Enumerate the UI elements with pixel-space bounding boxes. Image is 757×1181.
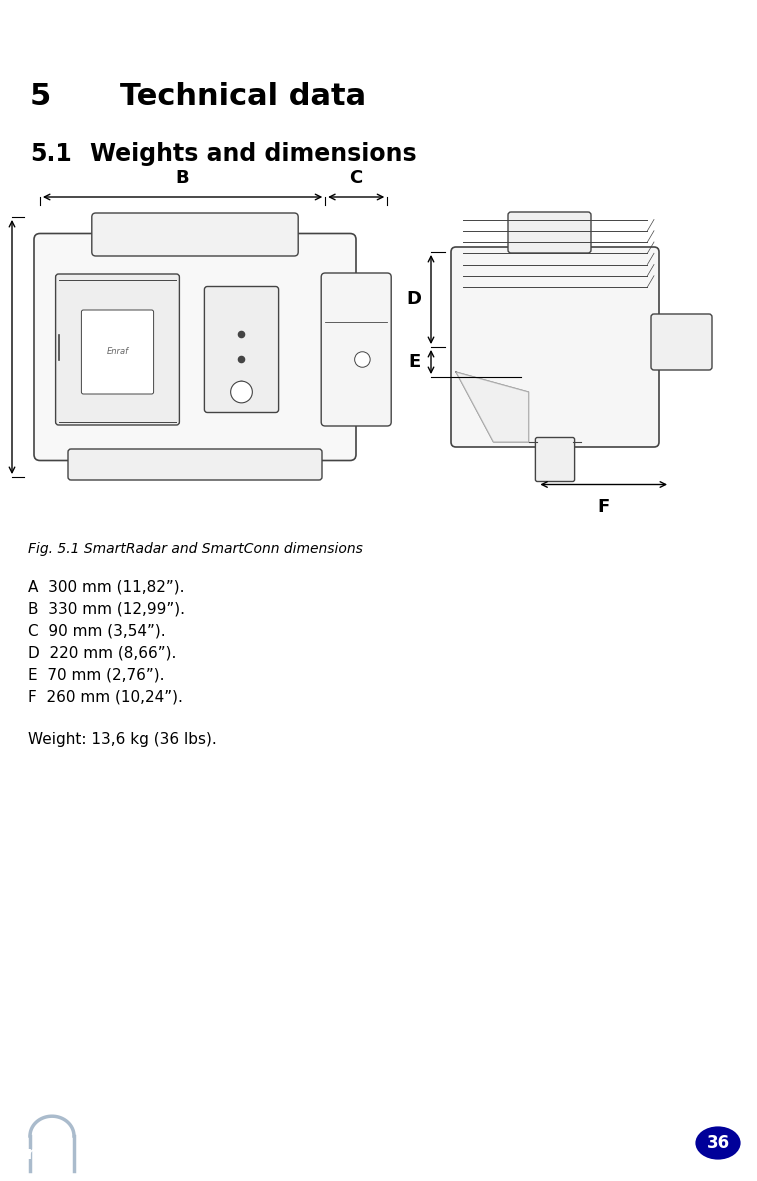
Text: D: D: [406, 291, 421, 308]
Circle shape: [238, 381, 245, 387]
Text: Enraf: Enraf: [107, 347, 129, 357]
FancyBboxPatch shape: [451, 247, 659, 446]
FancyBboxPatch shape: [92, 213, 298, 256]
Text: 5.1: 5.1: [30, 142, 72, 167]
Circle shape: [354, 352, 370, 367]
Text: E: E: [409, 353, 421, 371]
FancyBboxPatch shape: [321, 273, 391, 426]
Text: Enraf: Enraf: [14, 1146, 67, 1163]
Ellipse shape: [694, 1125, 742, 1161]
Text: 36: 36: [706, 1134, 730, 1151]
Circle shape: [238, 332, 245, 338]
Text: C: C: [350, 169, 363, 187]
Text: F: F: [597, 498, 610, 516]
FancyBboxPatch shape: [535, 437, 575, 482]
FancyBboxPatch shape: [68, 449, 322, 479]
FancyBboxPatch shape: [651, 314, 712, 370]
Circle shape: [231, 381, 252, 403]
FancyBboxPatch shape: [34, 234, 356, 461]
FancyBboxPatch shape: [55, 274, 179, 425]
Text: F  260 mm (10,24”).: F 260 mm (10,24”).: [28, 690, 183, 705]
Circle shape: [238, 357, 245, 363]
Polygon shape: [456, 372, 528, 442]
Text: Technical data: Technical data: [598, 14, 743, 32]
Text: C  90 mm (3,54”).: C 90 mm (3,54”).: [28, 624, 166, 639]
Text: FlexLine: FlexLine: [14, 14, 98, 32]
FancyBboxPatch shape: [82, 309, 154, 394]
FancyBboxPatch shape: [508, 213, 591, 253]
Text: Weight: 13,6 kg (36 lbs).: Weight: 13,6 kg (36 lbs).: [28, 732, 217, 748]
Text: Technical data: Technical data: [120, 81, 366, 111]
Text: B  330 mm (12,99”).: B 330 mm (12,99”).: [28, 602, 185, 616]
FancyBboxPatch shape: [204, 287, 279, 412]
Text: Weights and dimensions: Weights and dimensions: [90, 142, 416, 167]
Text: Fig. 5.1 SmartRadar and SmartConn dimensions: Fig. 5.1 SmartRadar and SmartConn dimens…: [28, 542, 363, 556]
Text: 5: 5: [30, 81, 51, 111]
Text: B: B: [176, 169, 189, 187]
Text: E  70 mm (2,76”).: E 70 mm (2,76”).: [28, 668, 164, 683]
Text: A  300 mm (11,82”).: A 300 mm (11,82”).: [28, 580, 185, 595]
Text: D  220 mm (8,66”).: D 220 mm (8,66”).: [28, 646, 176, 661]
